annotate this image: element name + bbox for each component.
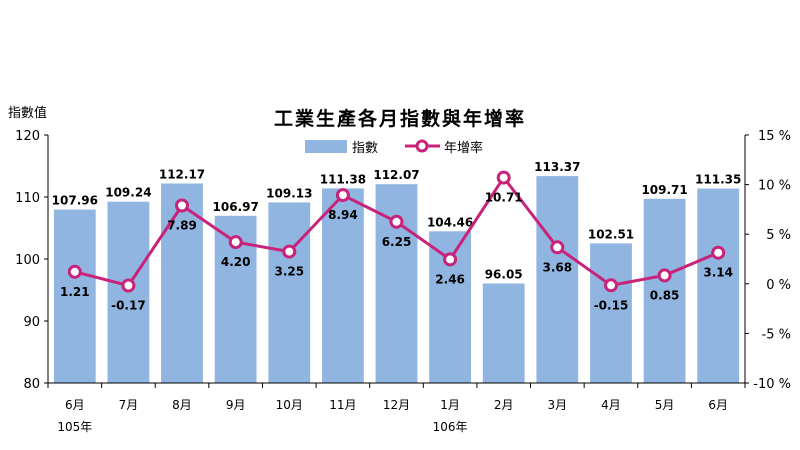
y-right-ticks: -10 % -5 % 0 % 5 % 10 % 15 %: [745, 129, 791, 392]
bar: [268, 202, 311, 383]
chart-title: 工業生產各月指數與年增率: [274, 107, 526, 130]
x-tick-label: 11月: [329, 398, 356, 412]
growth-rate-label: 1.21: [60, 285, 90, 299]
growth-rate-label: 7.89: [167, 219, 197, 233]
y-left-tick-label: 100: [15, 253, 40, 268]
growth-rate-point: [657, 268, 672, 283]
bar-value-label: 109.71: [641, 183, 687, 197]
growth-rate-point: [335, 188, 350, 203]
bar-value-label: 109.24: [105, 186, 151, 200]
growth-rate-label: 3.68: [542, 260, 572, 274]
x-tick-label: 1月: [440, 398, 460, 412]
growth-rate-label: -0.17: [111, 299, 146, 313]
bar: [697, 188, 740, 383]
line-layer: [67, 170, 726, 293]
x-tick-label: 12月: [383, 398, 410, 412]
growth-rate-label: 2.46: [435, 272, 465, 286]
x-ticks: 6月 7月 8月 9月 10月 11月 12月 1月 2月 3月 4月 5月 6月 105年 106年: [47, 383, 746, 434]
bar: [536, 176, 579, 383]
y-right-tick-label: 0 %: [766, 278, 791, 293]
bar-value-label: 106.97: [213, 200, 259, 214]
bar-value-label: 112.17: [159, 168, 205, 182]
growth-rate-point: [228, 235, 243, 250]
bar-value-label: 113.37: [534, 160, 580, 174]
x-tick-label: 6月: [65, 398, 85, 412]
growth-rate-point: [121, 278, 136, 293]
y-right-tick-label: -10 %: [753, 377, 791, 392]
y-left-tick-label: 110: [15, 191, 40, 206]
growth-rate-point: [389, 214, 404, 229]
growth-rate-label: 6.25: [382, 235, 412, 249]
x-year-label: 105年: [57, 420, 92, 434]
y-left-tick-label: 80: [23, 377, 40, 392]
growth-rate-label: 3.25: [274, 265, 304, 279]
bar-value-label: 104.46: [427, 215, 473, 229]
y-left-tick-label: 120: [15, 129, 40, 144]
line-labels: 1.21 -0.17 7.89 4.20 3.25 8.94 6.25 2.46 10.71 3.…: [60, 191, 733, 313]
bar-value-label: 102.51: [588, 227, 634, 241]
x-tick-label: 6月: [708, 398, 728, 412]
growth-rate-point: [443, 252, 458, 267]
bar: [53, 209, 96, 383]
bar-value-label: 111.35: [695, 173, 741, 187]
bar: [161, 183, 203, 383]
x-tick-label: 9月: [226, 398, 246, 412]
growth-rate-point: [282, 244, 297, 259]
growth-rate-point: [711, 245, 726, 260]
x-tick-label: 10月: [276, 398, 303, 412]
y-right-tick-label: -5 %: [762, 327, 791, 342]
x-tick-label: 4月: [601, 398, 621, 412]
legend-marker-growth: [415, 139, 429, 153]
x-tick-label: 8月: [172, 398, 192, 412]
y-right-tick-label: 15 %: [758, 129, 791, 144]
bar-value-label: 111.38: [320, 172, 366, 186]
legend-label-growth: 年增率: [444, 140, 483, 156]
bar-value-label: 96.05: [485, 268, 523, 282]
x-tick-label: 2月: [494, 398, 514, 412]
growth-rate-label: 3.14: [703, 266, 733, 280]
legend: 指數 年增率: [305, 139, 483, 156]
legend-label-index: 指數: [352, 141, 378, 156]
legend-swatch-index: [305, 140, 347, 153]
growth-rate-label: 8.94: [328, 208, 358, 222]
x-tick-label: 3月: [547, 398, 567, 412]
bar-value-label: 109.13: [266, 186, 312, 200]
growth-rate-label: 4.20: [221, 255, 251, 269]
bar: [590, 243, 632, 383]
growth-rate-point: [67, 264, 82, 279]
bar-value-label: 112.07: [373, 168, 419, 182]
bar: [643, 198, 686, 383]
growth-rate-point: [604, 278, 618, 293]
y-left-tick-label: 90: [23, 315, 40, 330]
y-right-tick-label: 5 %: [766, 228, 791, 243]
y-left-ticks: 80 90 100 110 120: [15, 129, 48, 392]
growth-rate-label: 10.71: [485, 191, 523, 205]
x-tick-label: 7月: [119, 398, 139, 412]
growth-rate-point: [550, 240, 565, 255]
x-year-label: 106年: [433, 420, 468, 434]
y-left-axis-title: 指數值: [8, 105, 47, 121]
bar-labels: 107.96 109.24 112.17 106.97 109.13 111.38 112.…: [52, 160, 742, 281]
bar: [322, 188, 364, 383]
y-right-tick-label: 10 %: [758, 179, 791, 194]
bar: [482, 283, 525, 383]
growth-rate-point: [175, 198, 189, 213]
bar-value-label: 107.96: [52, 194, 98, 208]
growth-rate-label: -0.15: [594, 298, 629, 312]
x-tick-label: 5月: [655, 398, 675, 412]
growth-rate-label: 0.85: [650, 288, 680, 302]
growth-rate-point: [496, 170, 511, 185]
